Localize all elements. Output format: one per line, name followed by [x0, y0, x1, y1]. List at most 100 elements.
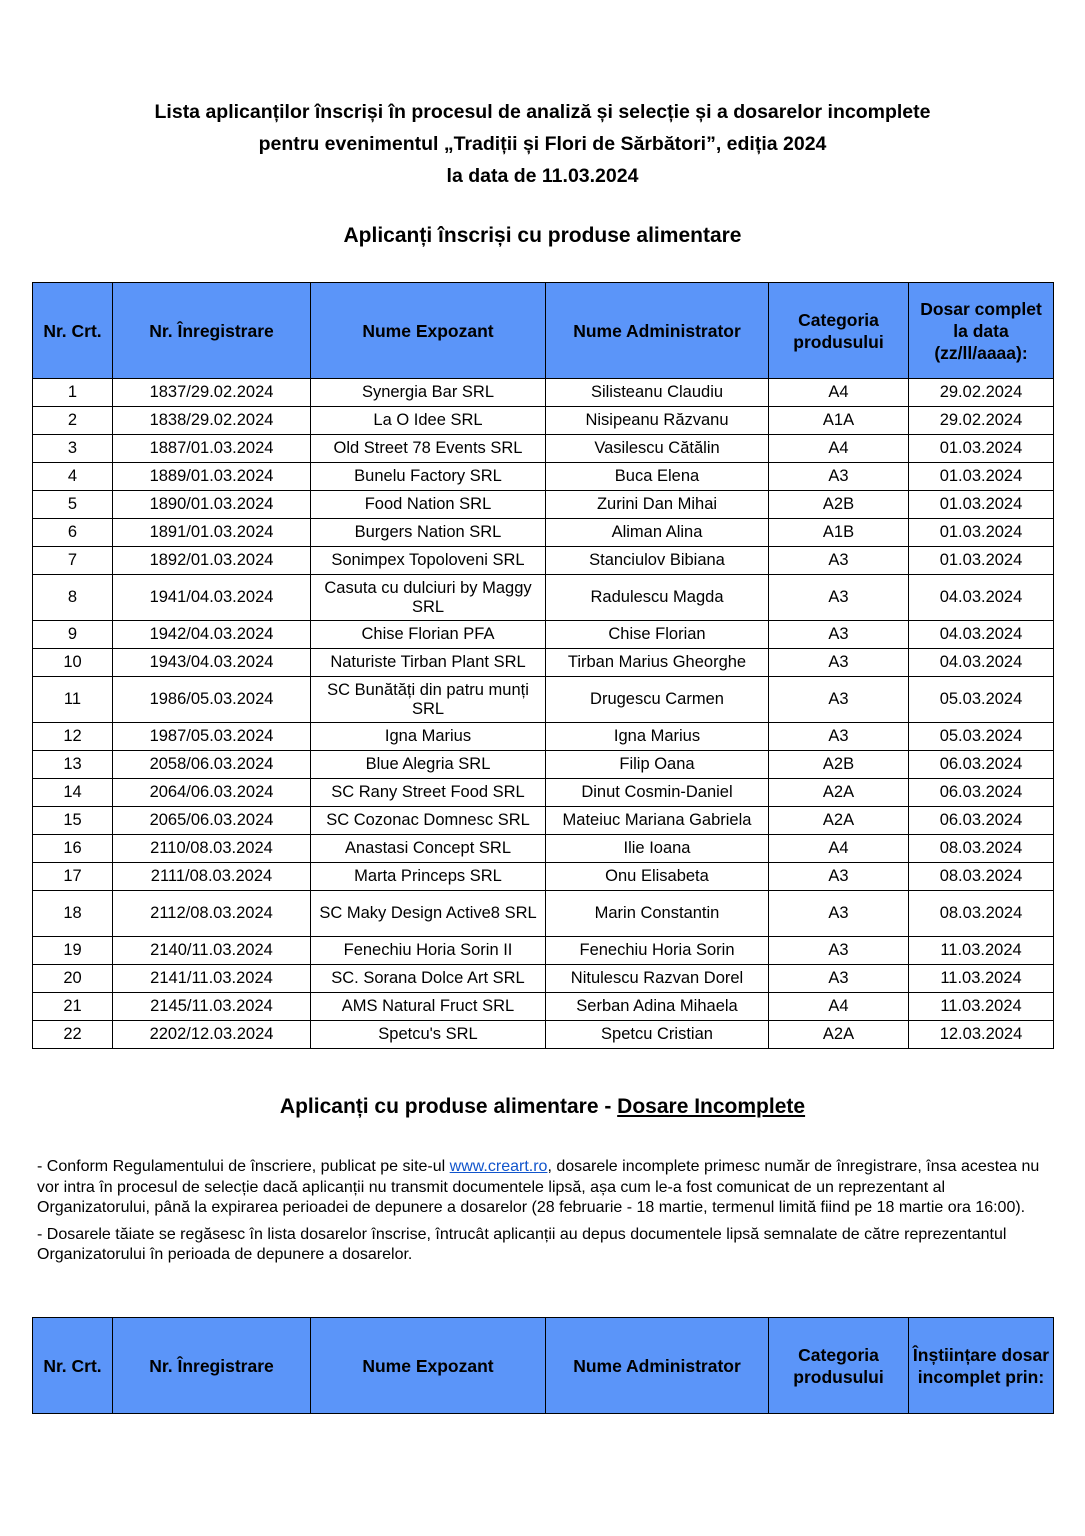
cell-nr-inregistrare: 1890/01.03.2024: [112, 490, 311, 519]
title-line-1: Lista aplicanților înscriși în procesul …: [154, 101, 931, 123]
title-line-3: la data de 11.03.2024: [446, 165, 639, 187]
cell-data: 11.03.2024: [908, 936, 1054, 965]
header-categoria: Categoria produsului: [768, 1317, 909, 1414]
table-row: 17 2111/08.03.2024 Marta Princeps SRL Onu E…: [32, 862, 1054, 891]
table-row: 15 2065/06.03.2024 SC Cozonac Domnesc SRL M…: [32, 806, 1054, 835]
section2-title-prefix: Aplicanți cu produse alimentare -: [279, 1095, 618, 1118]
cell-categoria: A2A: [768, 806, 909, 835]
cell-categoria: A4: [768, 378, 909, 407]
cell-nr-crt: 19: [32, 936, 113, 965]
cell-data: 11.03.2024: [908, 964, 1054, 993]
cell-nume-expozant: Sonimpex Topoloveni SRL: [310, 546, 546, 575]
title-line-2: pentru evenimentul „Tradiții și Flori de…: [258, 133, 827, 155]
cell-data: 08.03.2024: [908, 890, 1054, 937]
cell-data: 01.03.2024: [908, 462, 1054, 491]
cell-nr-crt: 3: [32, 434, 113, 463]
cell-nr-inregistrare: 1943/04.03.2024: [112, 648, 311, 677]
cell-nr-inregistrare: 2058/06.03.2024: [112, 750, 311, 779]
cell-categoria: A4: [768, 434, 909, 463]
cell-categoria: A3: [768, 890, 909, 937]
cell-categoria: A2A: [768, 1020, 909, 1049]
section2-title-underlined: Dosare Incomplete: [617, 1095, 806, 1118]
cell-nume-administrator: Filip Oana: [545, 750, 769, 779]
header-nume-administrator: Nume Administrator: [545, 1317, 769, 1414]
cell-nume-administrator: Fenechiu Horia Sorin: [545, 936, 769, 965]
header-data: Dosar complet la data (zz/ll/aaaa):: [908, 282, 1054, 379]
table-row: 2 1838/29.02.2024 La O Idee SRL Nisipeanu R…: [32, 406, 1054, 435]
cell-nr-inregistrare: 2112/08.03.2024: [112, 890, 311, 937]
cell-nume-expozant: SC Bunătăți din patru munți SRL: [310, 676, 546, 723]
cell-nr-crt: 15: [32, 806, 113, 835]
cell-nr-inregistrare: 2141/11.03.2024: [112, 964, 311, 993]
cell-nume-administrator: Zurini Dan Mihai: [545, 490, 769, 519]
table-row: 16 2110/08.03.2024 Anastasi Concept SRL Ili…: [32, 834, 1054, 863]
table-row: 11 1986/05.03.2024 SC Bunătăți din patru m…: [32, 676, 1054, 723]
cell-categoria: A3: [768, 620, 909, 649]
cell-nume-expozant: Synergia Bar SRL: [310, 378, 546, 407]
cell-categoria: A3: [768, 676, 909, 723]
cell-categoria: A3: [768, 462, 909, 491]
cell-nr-inregistrare: 2140/11.03.2024: [112, 936, 311, 965]
cell-nr-crt: 11: [32, 676, 113, 723]
cell-nume-expozant: AMS Natural Fruct SRL: [310, 992, 546, 1021]
cell-categoria: A3: [768, 936, 909, 965]
cell-nr-inregistrare: 1942/04.03.2024: [112, 620, 311, 649]
table-row: 3 1887/01.03.2024 Old Street 78 Events SRL…: [32, 434, 1054, 463]
cell-nume-administrator: Onu Elisabeta: [545, 862, 769, 891]
cell-nume-expozant: Casuta cu dulciuri by Maggy SRL: [310, 574, 546, 621]
cell-categoria: A3: [768, 722, 909, 751]
table-row: 9 1942/04.03.2024 Chise Florian PFA Chise F…: [32, 620, 1054, 649]
cell-nume-expozant: Chise Florian PFA: [310, 620, 546, 649]
cell-data: 29.02.2024: [908, 406, 1054, 435]
cell-nr-crt: 2: [32, 406, 113, 435]
cell-nr-crt: 7: [32, 546, 113, 575]
cell-data: 05.03.2024: [908, 676, 1054, 723]
table-row: 10 1943/04.03.2024 Naturiste Tirban Plant …: [32, 648, 1054, 677]
cell-data: 12.03.2024: [908, 1020, 1054, 1049]
incomplete-table: Nr. Crt. Nr. Înregistrare Nume Expozant Num…: [32, 1317, 1054, 1414]
cell-nr-inregistrare: 1837/29.02.2024: [112, 378, 311, 407]
header-nr-inregistrare: Nr. Înregistrare: [112, 1317, 311, 1414]
cell-nr-inregistrare: 1941/04.03.2024: [112, 574, 311, 621]
cell-nume-expozant: SC Maky Design Active8 SRL: [310, 890, 546, 937]
cell-nume-administrator: Mateiuc Mariana Gabriela: [545, 806, 769, 835]
cell-nume-expozant: Marta Princeps SRL: [310, 862, 546, 891]
table-row: 22 2202/12.03.2024 Spetcu's SRL Spetcu Cris…: [32, 1020, 1054, 1049]
cell-nume-expozant: SC Cozonac Domnesc SRL: [310, 806, 546, 835]
note-2: - Dosarele tăiate se regăsesc în lista d…: [37, 1225, 1007, 1264]
header-nume-administrator: Nume Administrator: [545, 282, 769, 379]
cell-nume-administrator: Radulescu Magda: [545, 574, 769, 621]
table-row: 18 2112/08.03.2024 SC Maky Design Active8 …: [32, 890, 1054, 937]
cell-nr-crt: 17: [32, 862, 113, 891]
cell-categoria: A3: [768, 546, 909, 575]
cell-nume-expozant: Fenechiu Horia Sorin II: [310, 936, 546, 965]
creart-link[interactable]: www.creart.ro: [449, 1158, 548, 1175]
cell-nr-crt: 20: [32, 964, 113, 993]
cell-nume-expozant: SC. Sorana Dolce Art SRL: [310, 964, 546, 993]
header-nr-crt: Nr. Crt.: [32, 282, 113, 379]
cell-nr-crt: 4: [32, 462, 113, 491]
cell-data: 01.03.2024: [908, 490, 1054, 519]
cell-nr-crt: 8: [32, 574, 113, 621]
cell-nume-expozant: Naturiste Tirban Plant SRL: [310, 648, 546, 677]
header-nr-inregistrare: Nr. Înregistrare: [112, 282, 311, 379]
cell-nume-administrator: Drugescu Carmen: [545, 676, 769, 723]
cell-nr-inregistrare: 2202/12.03.2024: [112, 1020, 311, 1049]
table-header-row: Nr. Crt. Nr. Înregistrare Nume Expozant Num…: [32, 282, 1054, 379]
header-nume-expozant: Nume Expozant: [310, 1317, 546, 1414]
cell-nume-administrator: Chise Florian: [545, 620, 769, 649]
cell-nr-inregistrare: 1891/01.03.2024: [112, 518, 311, 547]
cell-nume-administrator: Stanciulov Bibiana: [545, 546, 769, 575]
cell-nr-inregistrare: 2110/08.03.2024: [112, 834, 311, 863]
cell-nr-inregistrare: 2111/08.03.2024: [112, 862, 311, 891]
table-row: 21 2145/11.03.2024 AMS Natural Fruct SRL Se…: [32, 992, 1054, 1021]
table-row: 14 2064/06.03.2024 SC Rany Street Food SRL…: [32, 778, 1054, 807]
cell-data: 04.03.2024: [908, 620, 1054, 649]
table-row: 7 1892/01.03.2024 Sonimpex Topoloveni SRL S…: [32, 546, 1054, 575]
note-1: - Conform Regulamentului de înscriere, p…: [37, 1157, 1052, 1219]
cell-data: 01.03.2024: [908, 434, 1054, 463]
table-row: 13 2058/06.03.2024 Blue Alegria SRL Filip O…: [32, 750, 1054, 779]
cell-nume-expozant: Blue Alegria SRL: [310, 750, 546, 779]
section1-title: Aplicanți înscriși cu produse alimentare: [343, 224, 742, 247]
